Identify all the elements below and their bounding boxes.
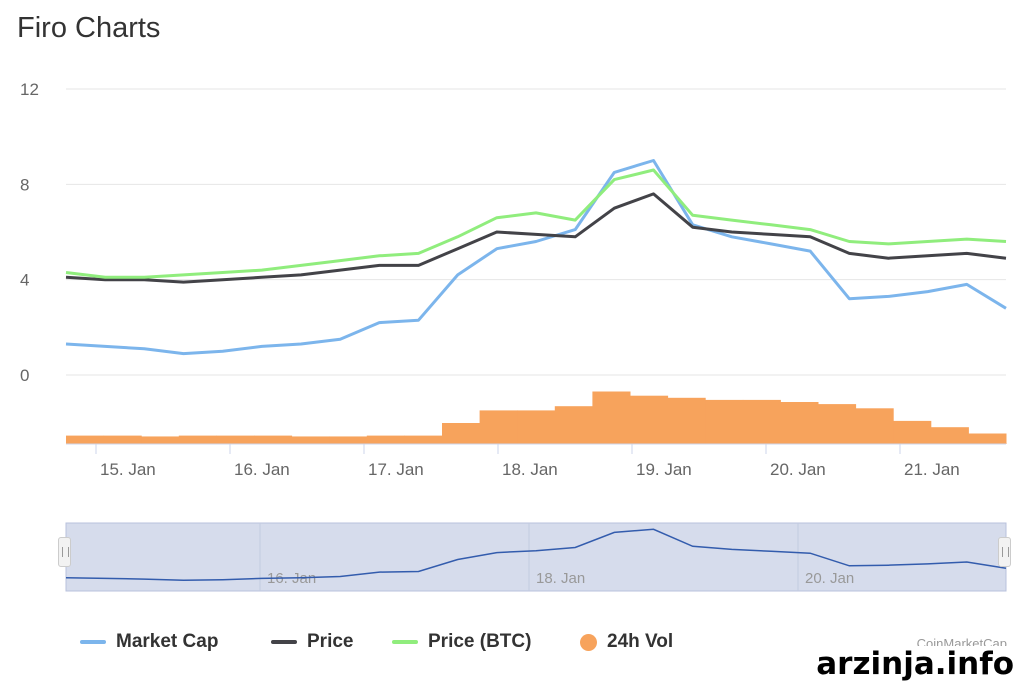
legend-symbol — [392, 640, 418, 644]
volume-bar — [968, 433, 1007, 444]
volume-bar — [855, 408, 894, 444]
series-line-market-cap — [65, 159, 1007, 356]
volume-bar — [141, 436, 180, 444]
legend-item-price-btc[interactable]: Price (BTC) — [392, 630, 531, 654]
series-line-price — [65, 192, 1007, 284]
volume-bar — [479, 410, 518, 444]
navigator: 16. Jan 18. Jan 20. Jan — [65, 522, 1007, 592]
legend-item-market-cap[interactable]: Market Cap — [80, 630, 218, 654]
navigator-right-handle[interactable] — [998, 537, 1011, 567]
y-axis-labels: 0 4 8 12 — [20, 80, 39, 385]
x-tick-label: 16. Jan — [234, 460, 290, 479]
navigator-grid: 16. Jan 18. Jan 20. Jan — [259, 523, 854, 591]
y-tick-label: 12 — [20, 80, 39, 99]
series-lines — [65, 159, 1007, 356]
navigator-left-handle[interactable] — [58, 537, 71, 567]
volume-bar — [592, 391, 631, 444]
navigator-tick-label: 18. Jan — [536, 570, 585, 587]
volume-bar — [630, 395, 669, 444]
volume-bar — [554, 406, 593, 444]
volume-bar — [442, 423, 481, 444]
chart-title: Firo Charts — [17, 12, 161, 44]
volume-bar — [893, 420, 932, 444]
volume-bar — [742, 399, 781, 444]
legend-symbol — [271, 640, 297, 644]
volume-bar — [178, 435, 217, 444]
navigator-line — [65, 528, 1007, 582]
volume-bar — [818, 404, 857, 444]
x-tick-label: 18. Jan — [502, 460, 558, 479]
volume-bar — [930, 427, 969, 444]
legend-symbol — [580, 633, 597, 651]
y-tick-label: 8 — [20, 175, 29, 194]
volume-bar — [705, 399, 744, 444]
legend-label: 24h Vol — [607, 631, 674, 652]
legend-label: Market Cap — [116, 631, 219, 652]
grid-lines — [66, 88, 1006, 376]
navigator-tick-label: 20. Jan — [805, 570, 854, 587]
volume-bar — [254, 435, 293, 444]
y-tick-label: 0 — [20, 366, 29, 385]
x-axis: 15. Jan 16. Jan 17. Jan 18. Jan 19. Jan 20. J… — [95, 444, 960, 479]
volume-bar — [329, 436, 368, 444]
legend-label: Price (BTC) — [428, 631, 532, 652]
legend-item-24h-vol[interactable]: 24h Vol — [580, 630, 673, 654]
volume-bar — [66, 435, 105, 444]
volume-bar — [366, 435, 405, 444]
series-line-price-btc — [65, 168, 1007, 279]
volume-bar — [404, 435, 443, 444]
volume-bar — [103, 435, 142, 444]
legend-label: Price — [307, 631, 354, 652]
y-tick-label: 4 — [20, 271, 29, 290]
x-tick-label: 17. Jan — [368, 460, 424, 479]
x-tick-label: 15. Jan — [100, 460, 156, 479]
x-tick-label: 20. Jan — [770, 460, 826, 479]
volume-bar — [517, 410, 556, 444]
volume-bar — [780, 402, 819, 444]
volume-bar — [667, 397, 706, 444]
x-tick-label: 19. Jan — [636, 460, 692, 479]
volume-bars — [66, 391, 1007, 444]
navigator-series — [65, 528, 1007, 582]
volume-bar — [291, 436, 330, 444]
legend-symbol — [80, 640, 106, 644]
watermark: arzinja.info — [810, 646, 1020, 682]
legend-item-price[interactable]: Price — [271, 630, 353, 654]
x-tick-label: 21. Jan — [904, 460, 960, 479]
volume-bar — [216, 435, 255, 444]
